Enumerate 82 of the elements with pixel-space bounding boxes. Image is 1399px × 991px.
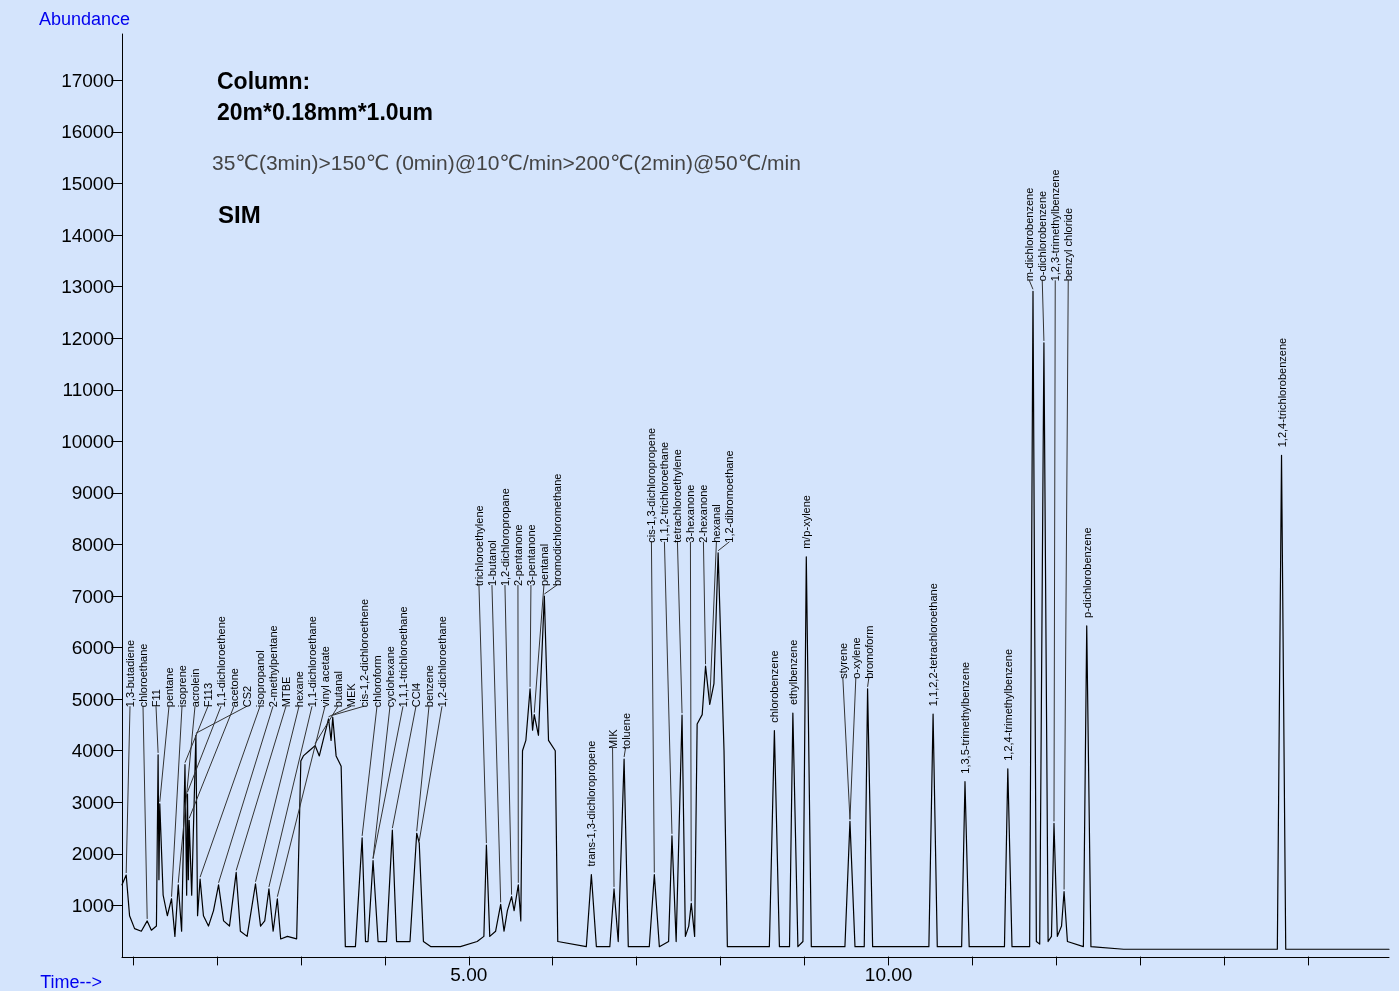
y-tick-label: 17000 xyxy=(61,69,114,91)
annotation: 1,2-dichloropropane xyxy=(498,488,511,587)
annotation: SIM xyxy=(218,200,261,228)
y-tick-label: 8000 xyxy=(71,533,114,555)
annotation: tetrachloroethylene xyxy=(671,449,684,543)
y-tick-label: 11000 xyxy=(62,379,114,401)
y-tick-label: 15000 xyxy=(61,173,114,195)
annotation: pentanal xyxy=(537,543,550,587)
annotation: benzene xyxy=(423,665,435,708)
annotation: chloroethane xyxy=(137,643,149,708)
y-tick-label: 5000 xyxy=(71,688,114,710)
annotation: 1,1,2,2-tetrachloroethane xyxy=(927,583,940,707)
annotation: ethylbenzene xyxy=(786,639,799,706)
annotation: 1,2-dichloroethane xyxy=(436,616,448,708)
annotation: 3-hexanone xyxy=(684,484,697,543)
annotation: styrene xyxy=(836,642,849,679)
annotation: 2-methylpentane xyxy=(267,625,279,708)
x-tick-label: 10.00 xyxy=(864,964,913,985)
annotation: 1,2,4-trimethylbenzene xyxy=(1001,648,1014,761)
annotation: 1,1,1-trichloroethane xyxy=(397,606,409,708)
text: 20m*0.18mm*1.0um xyxy=(217,98,434,125)
y-tick-label: 3000 xyxy=(71,791,114,813)
annotation: benzyl chloride xyxy=(1062,207,1075,282)
annotation: toluene xyxy=(619,712,632,749)
y-tick-label: 6000 xyxy=(71,637,114,659)
annotation: 1-butanol xyxy=(485,540,498,587)
x-axis-title: Time--> xyxy=(40,972,102,991)
annotation: acrolein xyxy=(189,668,201,708)
annotation: m-dichlorobenzene xyxy=(1023,187,1036,282)
y-tick-label: 4000 xyxy=(71,740,114,762)
annotation: F11 xyxy=(150,689,162,708)
annotation: 3-pentanone xyxy=(524,524,537,587)
y-tick-label: 12000 xyxy=(61,327,114,349)
annotation: 2-hexanone xyxy=(697,484,710,543)
annotation: isoprene xyxy=(176,665,188,708)
y-tick-label: 14000 xyxy=(61,224,114,246)
annotation: 1,3,5-trimethylbenzene xyxy=(958,661,971,774)
annotation: 1,1,2-trichloroethane xyxy=(658,441,671,543)
annotation: 1,2,3-trimethylbenzene xyxy=(1049,169,1062,282)
annotation: MIK xyxy=(606,728,619,749)
annotation: hexane xyxy=(293,671,305,708)
x-tick-label: 5.00 xyxy=(450,964,488,985)
y-tick-label: 13000 xyxy=(61,276,114,298)
annotation: hexanal xyxy=(710,504,723,543)
y-tick-label: 9000 xyxy=(71,482,114,504)
annotation: cyclohexane xyxy=(384,646,396,708)
annotation: o-xylene xyxy=(849,637,862,679)
annotation: chloroform xyxy=(371,655,383,708)
annotation: pentane xyxy=(163,667,175,708)
y-tick-label: 1000 xyxy=(71,894,114,916)
annotation: CS2 xyxy=(241,685,253,708)
y-tick-label: 2000 xyxy=(71,843,114,865)
annotation: m/p-xylene xyxy=(800,495,813,549)
annotation: 1,2-dibromoethane xyxy=(723,450,736,543)
annotation: bromoform xyxy=(862,625,875,679)
y-tick-label: 16000 xyxy=(61,121,114,143)
annotation: 1,1-dichloroethane xyxy=(306,616,318,708)
annotation: trichloroethylene xyxy=(472,505,485,587)
text: Column: xyxy=(217,67,311,94)
annotation: butanal xyxy=(332,671,344,708)
y-tick-label: 7000 xyxy=(71,585,114,607)
annotation: 1,2,4-trichlorobenzene xyxy=(1275,337,1288,448)
annotation: MTBE xyxy=(280,676,292,708)
annotation: 2-pentanone xyxy=(511,524,524,587)
annotation: 35℃(3min)>150℃ (0min)@10℃/min>200℃(2min)@50℃/min xyxy=(212,151,801,174)
y-axis-title: Abundance xyxy=(38,9,130,29)
annotation: p-dichlorobenzene xyxy=(1080,527,1093,618)
annotation: trans-1,3-dichloropropene xyxy=(585,740,598,867)
annotation: acetone xyxy=(228,668,240,708)
annotation: 1,1-dichloroethene xyxy=(215,616,227,708)
y-tick-label: 10000 xyxy=(61,430,114,452)
annotation: 1,3-butadiene xyxy=(124,639,136,708)
annotation: cis-1,3-dichloropropene xyxy=(645,427,658,543)
annotation: bromodichloromethane xyxy=(550,473,563,587)
annotation: chlorobenzene xyxy=(768,650,781,723)
annotation: CCl4 xyxy=(410,682,422,708)
annotation: F113 xyxy=(202,682,214,708)
annotation: MEK xyxy=(345,682,357,708)
annotation: o-dichlorobenzene xyxy=(1036,190,1049,282)
annotation: vinyl acetate xyxy=(319,646,331,708)
annotation: isopropanol xyxy=(254,650,266,708)
annotation: cis-1,2-dichloroethene xyxy=(358,598,370,708)
